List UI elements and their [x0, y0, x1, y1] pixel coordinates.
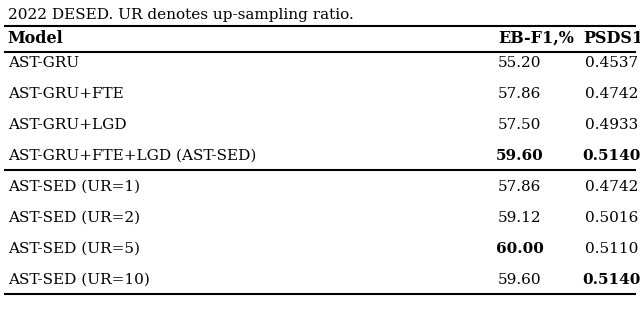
Text: 2022 DESED. UR denotes up-sampling ratio.: 2022 DESED. UR denotes up-sampling ratio…	[8, 8, 353, 22]
Text: 60.00: 60.00	[496, 242, 544, 256]
Text: AST-SED (UR=2): AST-SED (UR=2)	[8, 211, 140, 225]
Text: AST-GRU+FTE+LGD (AST-SED): AST-GRU+FTE+LGD (AST-SED)	[8, 149, 256, 163]
Text: 0.4742: 0.4742	[585, 87, 638, 101]
Text: AST-GRU+LGD: AST-GRU+LGD	[8, 118, 126, 132]
Text: 0.4742: 0.4742	[585, 180, 638, 194]
Text: PSDS1: PSDS1	[584, 30, 640, 47]
Text: 57.50: 57.50	[498, 118, 541, 132]
Text: Model: Model	[8, 30, 63, 47]
Text: 0.4933: 0.4933	[585, 118, 638, 132]
Text: 0.4537: 0.4537	[585, 56, 638, 70]
Text: 0.5140: 0.5140	[582, 273, 640, 287]
Text: AST-GRU: AST-GRU	[8, 56, 79, 70]
Text: AST-SED (UR=5): AST-SED (UR=5)	[8, 242, 140, 256]
Text: 0.5110: 0.5110	[585, 242, 638, 256]
Text: 57.86: 57.86	[498, 180, 541, 194]
Text: 55.20: 55.20	[498, 56, 541, 70]
Text: AST-SED (UR=10): AST-SED (UR=10)	[8, 273, 150, 287]
Text: 59.60: 59.60	[498, 273, 541, 287]
Text: EB-F1,%: EB-F1,%	[498, 30, 574, 47]
Text: 59.12: 59.12	[498, 211, 541, 225]
Text: 0.5140: 0.5140	[582, 149, 640, 163]
Text: AST-SED (UR=1): AST-SED (UR=1)	[8, 180, 140, 194]
Text: 57.86: 57.86	[498, 87, 541, 101]
Text: 59.60: 59.60	[496, 149, 544, 163]
Text: 0.5016: 0.5016	[585, 211, 638, 225]
Text: AST-GRU+FTE: AST-GRU+FTE	[8, 87, 124, 101]
